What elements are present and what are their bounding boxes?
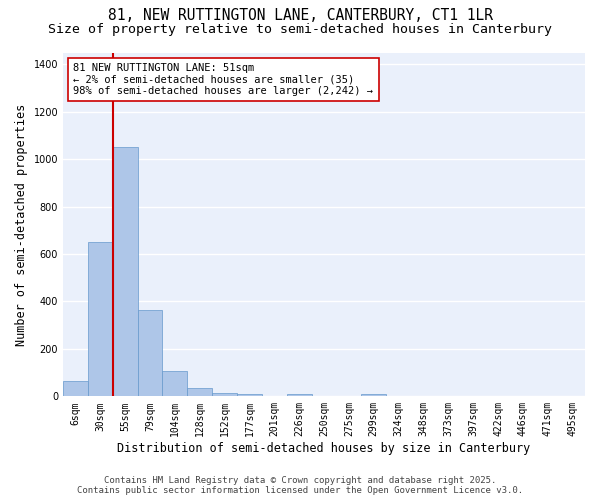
Y-axis label: Number of semi-detached properties: Number of semi-detached properties	[15, 104, 28, 346]
Text: 81 NEW RUTTINGTON LANE: 51sqm
← 2% of semi-detached houses are smaller (35)
98% : 81 NEW RUTTINGTON LANE: 51sqm ← 2% of se…	[73, 63, 373, 96]
Bar	[113, 148, 137, 396]
Bar	[237, 394, 262, 396]
Bar	[88, 242, 113, 396]
Bar	[212, 393, 237, 396]
X-axis label: Distribution of semi-detached houses by size in Canterbury: Distribution of semi-detached houses by …	[118, 442, 530, 455]
Bar	[287, 394, 311, 396]
Bar	[361, 394, 386, 396]
Bar	[187, 388, 212, 396]
Text: 81, NEW RUTTINGTON LANE, CANTERBURY, CT1 1LR: 81, NEW RUTTINGTON LANE, CANTERBURY, CT1…	[107, 8, 493, 22]
Text: Contains HM Land Registry data © Crown copyright and database right 2025.
Contai: Contains HM Land Registry data © Crown c…	[77, 476, 523, 495]
Bar	[63, 381, 88, 396]
Text: Size of property relative to semi-detached houses in Canterbury: Size of property relative to semi-detach…	[48, 22, 552, 36]
Bar	[137, 310, 163, 396]
Bar	[163, 372, 187, 396]
